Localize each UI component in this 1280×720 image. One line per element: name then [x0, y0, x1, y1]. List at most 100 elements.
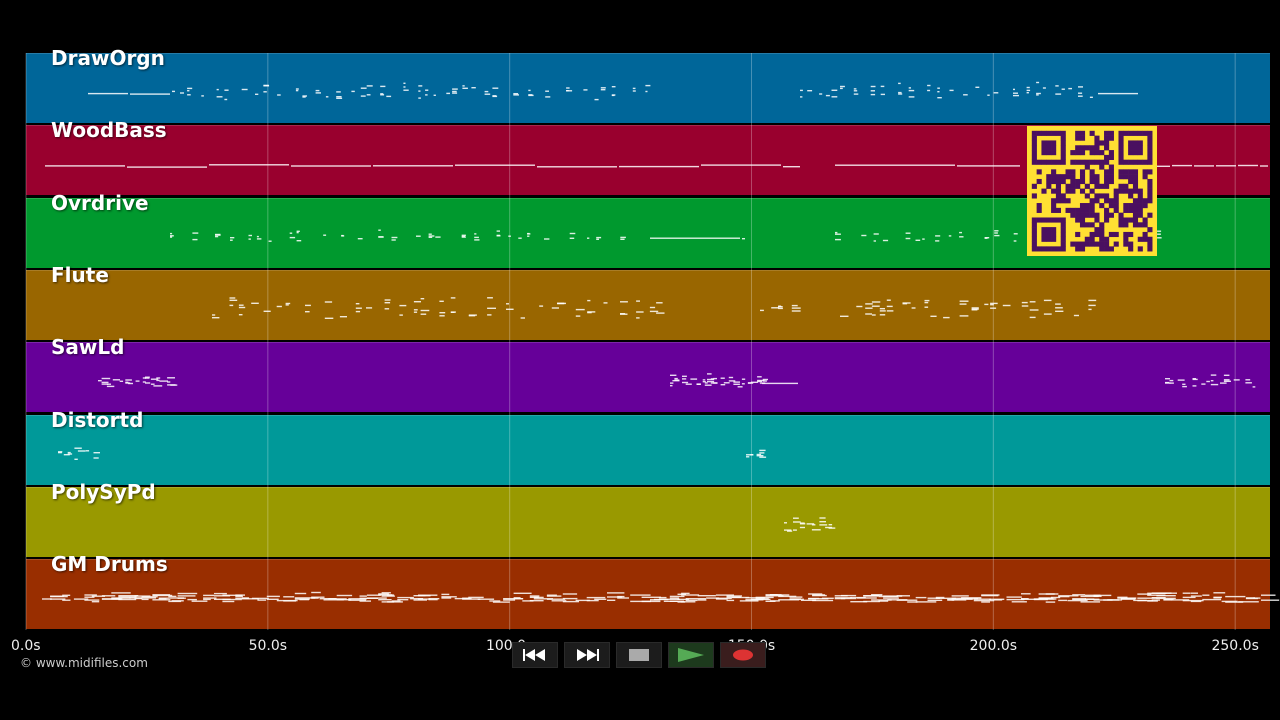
qr-module [1108, 150, 1114, 156]
track-name: WoodBass [51, 118, 167, 143]
qr-module [1055, 246, 1061, 252]
qr-module [1070, 169, 1076, 175]
record-button[interactable] [720, 642, 766, 668]
qr-module [1055, 183, 1061, 189]
qr-module [1031, 183, 1037, 189]
fast-forward-button[interactable] [564, 642, 610, 668]
qr-module [1118, 222, 1124, 228]
qr-module [1128, 140, 1134, 146]
track-lane[interactable]: Flute [26, 263, 1270, 340]
qr-module [1060, 236, 1066, 242]
qr-module [1113, 193, 1119, 199]
qr-code-image[interactable] [1027, 126, 1157, 256]
qr-module [1113, 231, 1119, 238]
qr-module [1132, 222, 1139, 228]
play-icon [678, 648, 704, 662]
qr-module [1142, 236, 1148, 242]
qr-module [1089, 188, 1095, 194]
qr-module [1051, 246, 1057, 252]
qr-module [1094, 174, 1100, 180]
qr-module [1108, 174, 1114, 180]
track-lane[interactable]: DrawOrgn [26, 46, 1270, 123]
qr-module [1113, 241, 1119, 247]
qr-module [1118, 174, 1124, 180]
qr-module [1123, 222, 1129, 228]
track-lane[interactable]: SawLd [26, 335, 1270, 413]
qr-module [1031, 154, 1037, 160]
qr-module [1099, 241, 1105, 247]
qr-module [1118, 169, 1124, 175]
track-lane[interactable]: PolySyPd [26, 480, 1270, 557]
qr-module [1051, 207, 1057, 213]
fast-forward-icon [577, 649, 599, 661]
qr-module [1060, 246, 1066, 252]
qr-module [1060, 217, 1066, 223]
qr-module [1089, 231, 1095, 238]
qr-module [1142, 159, 1148, 165]
qr-module [1142, 169, 1148, 175]
qr-module [1075, 159, 1081, 165]
qr-module [1147, 169, 1153, 175]
qr-module [1123, 203, 1129, 209]
qr-module [1128, 130, 1134, 136]
qr-module [1147, 193, 1153, 199]
qr-module [1079, 241, 1086, 247]
qr-module [1089, 203, 1095, 209]
time-tick-label: 50.0s [248, 638, 288, 654]
qr-module [1031, 150, 1037, 156]
qr-module [1060, 174, 1066, 180]
qr-module [1147, 130, 1153, 136]
qr-module [1147, 145, 1153, 151]
qr-module [1142, 174, 1148, 180]
qr-module [1137, 140, 1143, 146]
qr-module [1123, 217, 1129, 223]
play-button[interactable] [668, 642, 714, 668]
qr-module [1075, 231, 1081, 238]
qr-module [1084, 183, 1090, 189]
qr-module [1065, 183, 1071, 189]
qr-module [1137, 207, 1143, 213]
qr-module [1137, 246, 1143, 252]
qr-module [1046, 217, 1052, 223]
qr-module [1147, 178, 1153, 185]
qr-module [1094, 159, 1100, 165]
qr-module [1104, 207, 1110, 213]
rewind-button[interactable] [512, 642, 558, 668]
qr-module [1104, 193, 1110, 199]
qr-module [1108, 246, 1114, 252]
qr-module [1118, 140, 1124, 146]
qr-module [1128, 246, 1134, 252]
qr-module [1137, 222, 1143, 228]
qr-module [1118, 183, 1124, 189]
qr-module [1046, 150, 1052, 156]
track-name: GM Drums [51, 552, 168, 577]
qr-module [1036, 203, 1042, 209]
qr-module [1055, 198, 1061, 204]
qr-module [1132, 169, 1139, 175]
qr-module [1099, 140, 1105, 146]
track-lane[interactable]: Distortd [26, 408, 1270, 485]
qr-module [1089, 159, 1095, 165]
qr-module [1089, 207, 1095, 213]
qr-module [1132, 207, 1139, 213]
qr-module [1036, 169, 1042, 175]
track-lane[interactable]: GM Drums [26, 552, 1270, 630]
qr-module [1118, 212, 1124, 218]
qr-module [1147, 236, 1153, 242]
qr-module [1104, 246, 1110, 252]
qr-module [1031, 217, 1037, 223]
stop-button[interactable] [616, 642, 662, 668]
qr-module [1084, 193, 1090, 199]
qr-module [1147, 150, 1153, 156]
qr-module [1099, 183, 1105, 189]
qr-module [1104, 140, 1110, 146]
qr-module [1132, 140, 1139, 146]
qr-module [1065, 169, 1071, 175]
qr-module [1079, 212, 1086, 218]
qr-module [1031, 193, 1037, 199]
qr-module [1089, 198, 1095, 204]
qr-module [1084, 145, 1090, 151]
qr-module [1132, 203, 1139, 209]
qr-module [1137, 236, 1143, 242]
qr-module [1070, 159, 1076, 165]
